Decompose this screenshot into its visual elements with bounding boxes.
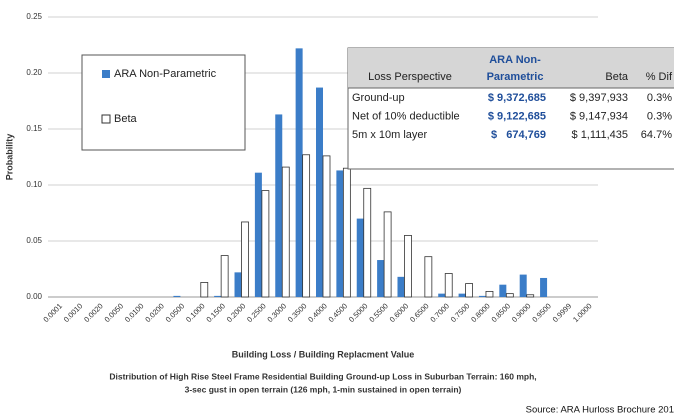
x-tick-label: 0.0100 [123, 301, 146, 324]
x-tick-label: 0.0020 [82, 301, 105, 324]
x-tick-label: 0.4500 [327, 301, 350, 324]
bar [444, 273, 453, 298]
bar [275, 114, 283, 297]
x-tick-label: 0.0010 [62, 301, 85, 324]
bar [383, 211, 392, 298]
x-tick-label: 0.2500 [245, 301, 268, 324]
x-tick-label: 0.3000 [265, 301, 288, 324]
bar [458, 293, 466, 297]
table-cell: 0.3% [647, 92, 672, 104]
y-axis-label: Probability [4, 134, 14, 181]
source: Source: ARA Hurloss Brochure 201 [526, 405, 674, 416]
x-tick-label: 1.0000 [571, 301, 594, 324]
x-tick-label: 0.6000 [388, 301, 411, 324]
bar [241, 221, 249, 298]
table-header: Beta [605, 71, 629, 83]
y-tick-label: 0.25 [26, 12, 42, 21]
table-cell: $ 674,769 [491, 129, 546, 141]
legend-swatch [101, 114, 111, 124]
bar [220, 255, 229, 298]
bar [478, 295, 486, 297]
bar [261, 190, 270, 298]
bar [214, 295, 222, 297]
table-header: ARA Non- [489, 54, 541, 66]
caption: Distribution of High Rise Steel Frame Re… [109, 371, 536, 381]
x-tick-label: 0.7000 [428, 301, 451, 324]
bar [465, 283, 473, 298]
table-cell: Net of 10% deductible [352, 110, 460, 122]
bar [424, 256, 433, 298]
y-tick-label: 0.10 [26, 180, 42, 189]
legend-box [81, 54, 246, 151]
bar [377, 260, 385, 297]
bar [519, 274, 527, 297]
bar [234, 272, 242, 297]
bar [322, 155, 331, 298]
bar [281, 166, 290, 298]
x-tick-label: 0.1000 [184, 301, 207, 324]
x-tick-label: 0.3500 [286, 301, 309, 324]
bar [302, 154, 311, 298]
x-tick-label: 0.0001 [41, 301, 64, 324]
bar [499, 284, 507, 297]
bar [540, 277, 548, 297]
legend-swatch [102, 70, 110, 78]
y-tick-label: 0.05 [26, 236, 42, 245]
y-tick-label: 0.15 [26, 124, 42, 133]
table-header-bg [348, 48, 674, 88]
bar [438, 293, 446, 297]
table-cell: 64.7% [641, 129, 672, 141]
y-tick-label: 0.20 [26, 68, 42, 77]
x-tick-label: 0.9000 [510, 301, 533, 324]
table-cell: 0.3% [647, 110, 672, 122]
bar [173, 295, 181, 297]
x-tick-label: 0.5000 [347, 301, 370, 324]
bar [505, 293, 514, 298]
caption: 3-sec gust in open terrain (126 mph, 1-m… [185, 384, 462, 394]
bar [295, 48, 303, 297]
x-axis-label: Building Loss / Building Replacment Valu… [232, 349, 415, 359]
bar [342, 167, 351, 298]
bar [200, 282, 209, 298]
x-tick-label: 0.2000 [225, 301, 248, 324]
x-tick-label: 0.4000 [306, 301, 329, 324]
bar [316, 87, 323, 297]
x-tick-label: 0.6500 [408, 301, 431, 324]
bar [526, 294, 535, 298]
table-cell: $ 9,397,933 [570, 92, 628, 104]
table-header: % Dif [646, 71, 673, 83]
table-header: Loss Perspective [368, 71, 452, 83]
x-tick-label: 0.0200 [143, 301, 166, 324]
table-cell: $ 1,111,435 [572, 129, 628, 141]
x-tick-label: 0.8000 [469, 301, 492, 324]
bar [485, 290, 494, 298]
x-tick-label: 0.1500 [204, 301, 227, 324]
bar [254, 172, 262, 297]
y-tick-label: 0.00 [26, 292, 42, 301]
x-tick-label: 0.7500 [449, 301, 472, 324]
x-tick-label: 0.0500 [164, 301, 187, 324]
x-tick-label: 0.9999 [551, 301, 574, 324]
table-header: Parametric [487, 71, 544, 83]
legend-label: ARA Non-Parametric [114, 68, 217, 80]
x-tick-label: 0.5500 [367, 301, 390, 324]
bar [397, 276, 405, 297]
table-cell: Ground-up [352, 92, 405, 104]
legend-label: Beta [114, 113, 138, 125]
bar [404, 234, 412, 298]
bar [336, 170, 344, 297]
table-cell: $ 9,147,934 [570, 110, 628, 122]
table-cell: $ 9,122,685 [488, 110, 546, 122]
x-tick-label: 0.8500 [490, 301, 513, 324]
table-cell: $ 9,372,685 [488, 92, 546, 104]
bar [356, 218, 364, 297]
table-cell: 5m x 10m layer [352, 129, 428, 141]
bar [363, 187, 372, 298]
x-tick-label: 0.9500 [530, 301, 553, 324]
x-tick-label: 0.0050 [103, 301, 126, 324]
